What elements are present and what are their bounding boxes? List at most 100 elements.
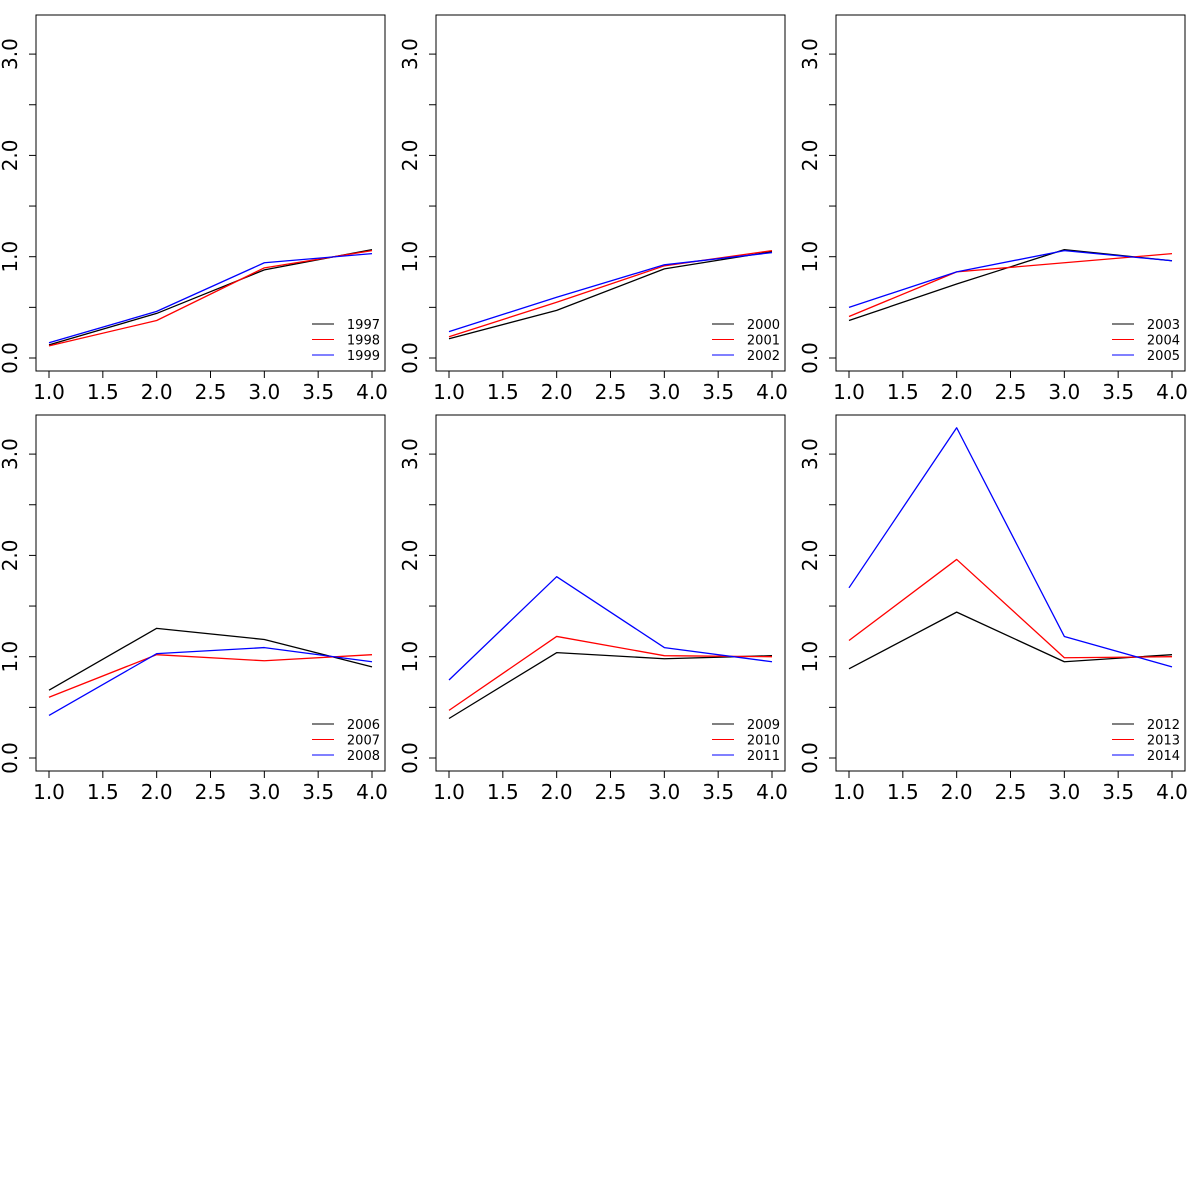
x-tick-label: 3.0	[1048, 780, 1080, 804]
legend-label-3: 2014	[1147, 749, 1180, 764]
y-tick-label: 2.0	[798, 539, 822, 571]
x-tick-label: 4.0	[756, 780, 788, 804]
y-tick-label: 2.0	[398, 539, 422, 571]
x-tick-label: 2.5	[995, 380, 1027, 404]
legend-label-2: 1998	[347, 334, 380, 349]
y-tick-label: 1.0	[798, 241, 822, 273]
x-tick-label: 2.0	[141, 780, 173, 804]
x-tick-label: 3.0	[248, 380, 280, 404]
legend-label-1: 2009	[747, 718, 780, 733]
y-tick-label: 0.0	[0, 742, 22, 774]
series-line-3	[448, 576, 773, 681]
x-tick-label: 1.5	[87, 780, 119, 804]
legend-label-3: 2002	[747, 349, 780, 364]
series-line-3	[848, 427, 1173, 668]
series-line-1	[448, 250, 773, 340]
legend-label-2: 2010	[747, 734, 780, 749]
series-line-2	[848, 253, 1173, 318]
series-line-2	[848, 558, 1173, 659]
legend-label-1: 2006	[347, 718, 380, 733]
legend-label-1: 2012	[1147, 718, 1180, 733]
panel-3: 1.0 1.5 2.0 2.5 3.0 3.5 4.00.01.02.03.02003200…	[798, 14, 1188, 404]
x-tick-label: 4.0	[356, 380, 388, 404]
y-tick-label: 2.0	[798, 139, 822, 171]
x-tick-label: 4.0	[756, 380, 788, 404]
x-tick-label: 1.0	[33, 780, 65, 804]
x-tick-label: 2.5	[595, 780, 627, 804]
x-tick-label: 3.5	[702, 380, 734, 404]
x-tick-label: 1.5	[887, 380, 919, 404]
x-tick-label: 3.0	[248, 780, 280, 804]
legend-label-1: 2000	[747, 318, 780, 333]
x-tick-label: 1.5	[487, 780, 519, 804]
x-tick-label: 1.0	[433, 780, 465, 804]
y-tick-label: 3.0	[0, 438, 22, 470]
x-tick-label: 3.0	[648, 780, 680, 804]
series-line-3	[448, 252, 773, 333]
y-tick-label: 2.0	[0, 139, 22, 171]
panel-2: 1.0 1.5 2.0 2.5 3.0 3.5 4.00.01.02.03.02000200…	[398, 14, 788, 404]
series-line-2	[48, 249, 373, 347]
y-tick-label: 3.0	[798, 38, 822, 70]
y-tick-label: 1.0	[398, 241, 422, 273]
x-tick-label: 2.5	[595, 380, 627, 404]
chart-panels: 1.0 1.5 2.0 2.5 3.0 3.5 4.0 0.0 1.0 2.0 3.0 1997199…	[0, 14, 1188, 804]
y-tick-label: 3.0	[398, 38, 422, 70]
y-tick-label: 3.0	[398, 438, 422, 470]
x-tick-label: 2.0	[941, 380, 973, 404]
y-tick-label: 0.0	[0, 342, 22, 374]
y-tick-label: 0.0	[798, 742, 822, 774]
series-line-2	[48, 654, 373, 698]
x-tick-label: 4.0	[356, 780, 388, 804]
x-tick-label: 1.0	[833, 380, 865, 404]
y-tick-label: 1.0	[0, 641, 22, 673]
y-tick-label: 1.0	[398, 641, 422, 673]
series-line-1	[48, 627, 373, 691]
y-tick-label: 2.0	[398, 139, 422, 171]
legend-label-3: 2011	[747, 749, 780, 764]
x-tick-label: 2.0	[141, 380, 173, 404]
y-tick-label: 2.0	[0, 539, 22, 571]
x-tick-label: 2.0	[541, 780, 573, 804]
y-tick-label: 0.0	[398, 342, 422, 374]
x-tick-label: 1.0	[433, 380, 465, 404]
series-line-1	[848, 611, 1173, 670]
panel-6: 1.0 1.5 2.0 2.5 3.0 3.5 4.00.01.02.03.02012201…	[798, 414, 1188, 804]
x-tick-label: 3.0	[1048, 380, 1080, 404]
x-tick-label: 3.5	[1102, 780, 1134, 804]
legend-label-2: 2004	[1147, 334, 1180, 349]
series-line-2	[448, 635, 773, 711]
y-tick-label: 1.0	[798, 641, 822, 673]
x-tick-label: 2.0	[541, 380, 573, 404]
x-tick-label: 1.0	[33, 380, 65, 404]
legend-label-1: 2003	[1147, 318, 1180, 333]
x-tick-label: 1.5	[887, 780, 919, 804]
series-line-3	[848, 249, 1173, 308]
x-tick-label: 1.5	[487, 380, 519, 404]
x-tick-label: 2.5	[995, 780, 1027, 804]
legend-label-1: 1997	[347, 318, 380, 333]
legend-label-2: 2007	[347, 734, 380, 749]
x-tick-label: 4.0	[1156, 380, 1188, 404]
x-tick-label: 2.5	[195, 380, 227, 404]
legend-label-3: 2008	[347, 749, 380, 764]
x-tick-label: 2.5	[195, 780, 227, 804]
x-tick-label: 4.0	[1156, 780, 1188, 804]
y-tick-label: 0.0	[398, 742, 422, 774]
x-tick-label: 3.5	[1102, 380, 1134, 404]
y-tick-label: 0.0	[798, 342, 822, 374]
x-tick-label: 3.5	[302, 380, 334, 404]
x-tick-label: 1.0	[833, 780, 865, 804]
x-tick-label: 3.5	[302, 780, 334, 804]
series-line-1	[448, 651, 773, 720]
legend-label-2: 2001	[747, 334, 780, 349]
legend-label-3: 2005	[1147, 349, 1180, 364]
